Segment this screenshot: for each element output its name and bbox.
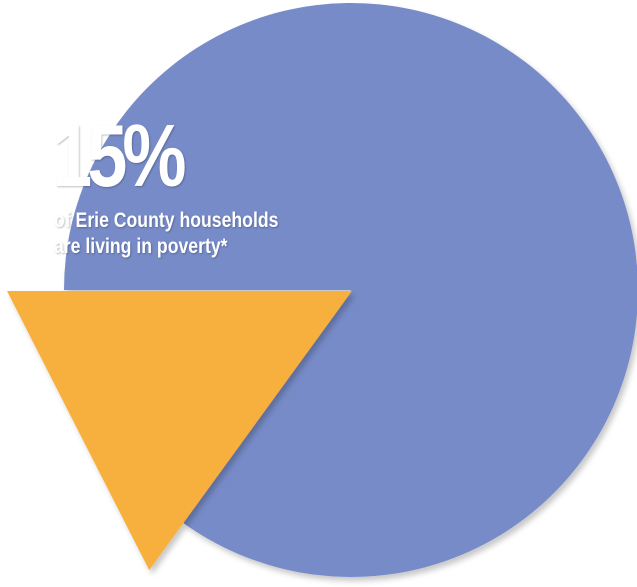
- pie-slice-highlight: [7, 291, 352, 571]
- highlight-caption: of Erie County households are living in …: [54, 208, 331, 260]
- pie-slice-remainder: [64, 3, 637, 577]
- caption-line-1: of Erie County households: [54, 209, 279, 232]
- caption-line-2: are living in poverty*: [54, 235, 228, 258]
- highlight-percentage-label: 15%: [52, 106, 187, 205]
